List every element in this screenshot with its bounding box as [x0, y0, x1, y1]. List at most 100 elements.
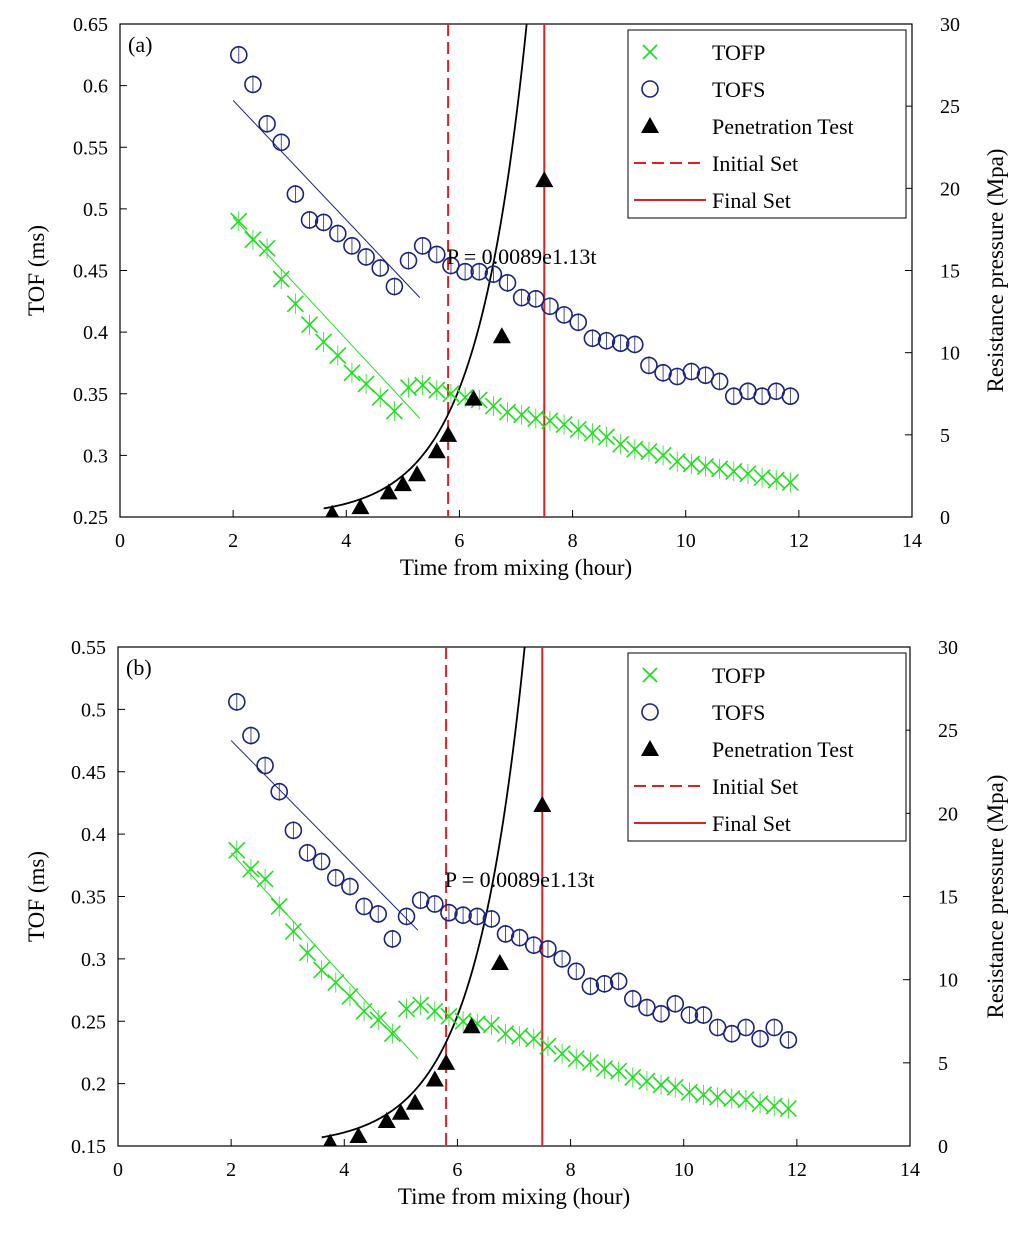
tofp-point: [482, 1014, 500, 1035]
y2-tick-label: 20: [940, 178, 960, 200]
tofs-point: [553, 949, 571, 968]
tofp-point: [583, 423, 601, 444]
tofp-point: [739, 463, 757, 484]
tofp-point: [511, 1026, 529, 1047]
tofs-point: [781, 387, 800, 406]
tofp-point: [258, 238, 276, 259]
tofp-point: [343, 362, 361, 383]
tofs-point: [541, 297, 559, 316]
tofs-point: [468, 907, 487, 926]
tofs-point: [484, 265, 503, 284]
legend-label: TOFS: [712, 77, 765, 102]
tofp-point: [428, 380, 446, 401]
penetration-point: [490, 954, 509, 971]
penetration-point: [349, 1127, 368, 1144]
legend: TOFP TOFS Penetration Test Initial Set Final…: [627, 652, 907, 842]
tofs-point: [595, 974, 614, 993]
tofp-point: [385, 401, 403, 422]
legend-label: Initial Set: [712, 151, 798, 176]
tofs-point: [694, 1006, 713, 1025]
tofs-point: [411, 891, 430, 910]
y2-tick-label: 15: [938, 887, 958, 909]
tofp-point: [242, 859, 260, 880]
y-tick-label: 0.5: [81, 699, 106, 721]
tofs-point: [440, 903, 458, 922]
tofs-point: [526, 289, 545, 308]
tofs-point: [765, 1018, 784, 1037]
y2-tick-label: 5: [940, 425, 950, 447]
tofs-point: [654, 363, 672, 382]
x-tick-label: 8: [568, 530, 578, 552]
y-tick-label: 0.65: [73, 14, 108, 36]
tofp-point: [341, 986, 359, 1007]
tofs-point: [228, 692, 246, 711]
tofp-point: [440, 1006, 458, 1027]
tofp-point: [286, 293, 304, 314]
tofp-point: [709, 1087, 727, 1108]
tofs-point: [569, 313, 588, 332]
legend-label: Initial Set: [712, 774, 798, 799]
tofs-point: [244, 75, 262, 94]
legend-item-initial-set: Initial Set: [634, 774, 798, 799]
tofs-point: [510, 928, 529, 947]
tofp-point: [329, 345, 347, 366]
tofp-point: [595, 1058, 614, 1079]
trend-line-tofs: [232, 100, 421, 298]
tofp-point: [539, 1036, 557, 1057]
x-axis-label: Time from mixing (hour): [400, 555, 632, 580]
tofp-point: [652, 1074, 670, 1095]
y-tick-label: 0.6: [83, 76, 108, 98]
trend-line-tofs: [230, 740, 419, 931]
tofs-point: [343, 236, 361, 255]
tofp-point: [256, 869, 274, 890]
y2-tick-label: 5: [938, 1053, 948, 1075]
tofp-point: [228, 840, 246, 861]
tofs-point: [496, 924, 515, 943]
penetration-point: [439, 425, 458, 442]
y-tick-label: 0.3: [83, 445, 108, 467]
y-axis-label: TOF (ms): [24, 225, 49, 316]
legend-label: Final Set: [712, 188, 791, 213]
tofp-point: [300, 314, 319, 335]
tofp-point: [555, 414, 573, 435]
tofs-point: [298, 843, 317, 862]
y-tick-label: 0.45: [71, 762, 106, 784]
tofp-point: [270, 896, 288, 917]
tofs-point: [555, 305, 573, 324]
tofs-point: [666, 994, 685, 1013]
x-tick-label: 12: [789, 530, 809, 552]
tofp-point: [581, 1052, 599, 1073]
tofs-point: [270, 782, 289, 801]
tofs-point: [583, 329, 602, 348]
tofp-point: [779, 1098, 797, 1119]
legend-label: TOFP: [712, 663, 765, 688]
tofp-point: [781, 472, 799, 493]
penetration-point: [377, 1112, 396, 1129]
y-tick-label: 0.15: [71, 1136, 106, 1158]
x-tick-label: 12: [787, 1159, 807, 1181]
penetration-point: [406, 1093, 424, 1110]
tofs-point: [284, 821, 303, 840]
tofp-point: [694, 1084, 713, 1105]
tofp-point: [553, 1043, 571, 1064]
tofp-point: [638, 1071, 656, 1092]
tofp-point: [525, 1028, 543, 1049]
penetration-point: [464, 389, 483, 406]
tofs-point: [597, 331, 616, 350]
y2-axis-label: Resistance pressure (Mpa): [983, 149, 1008, 393]
tofs-point: [413, 236, 432, 255]
x-tick-label: 14: [900, 1159, 920, 1181]
tofs-point: [611, 334, 630, 353]
tofs-point: [454, 906, 472, 925]
x-tick-label: 0: [115, 530, 125, 552]
tofp-point: [355, 1001, 373, 1022]
penetration-point: [393, 475, 412, 492]
legend-box: [627, 29, 907, 219]
tofs-point: [640, 356, 658, 375]
tofp-point: [711, 458, 729, 479]
tofp-point: [737, 1089, 755, 1110]
fit-equation-label: P = 0.0089e1.13t: [445, 867, 595, 892]
tofp-point: [244, 229, 262, 250]
tofp-point: [369, 1010, 387, 1031]
tofp-point: [284, 921, 302, 942]
